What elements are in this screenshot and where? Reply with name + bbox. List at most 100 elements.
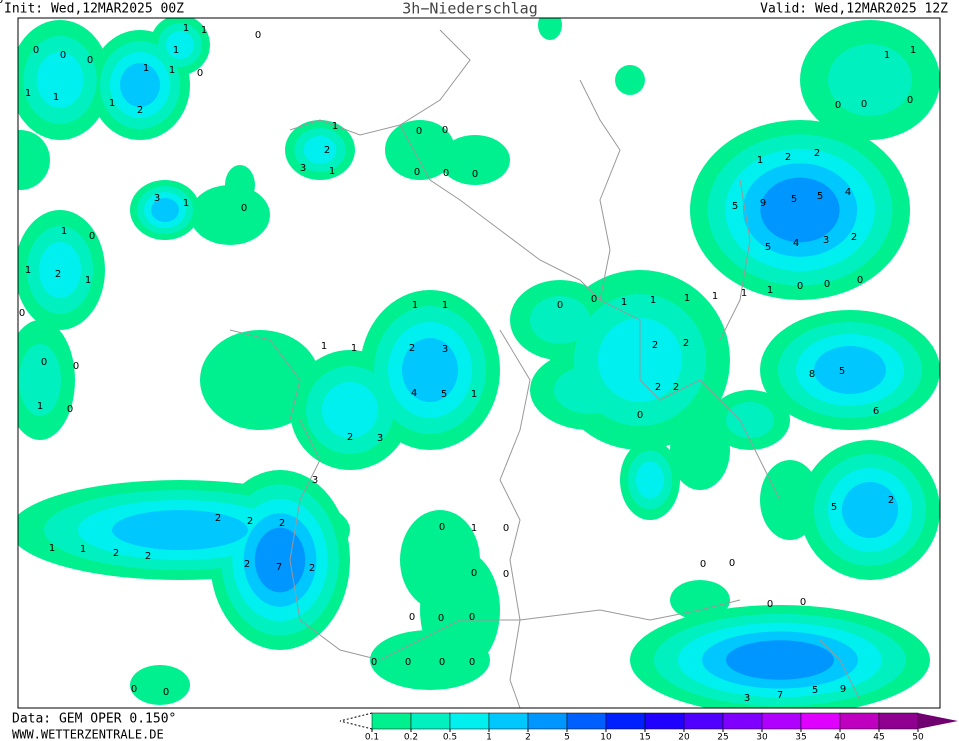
map-value: 0 — [439, 657, 445, 668]
precip-area — [726, 640, 834, 680]
map-value: 2 — [851, 232, 857, 243]
precip-area — [814, 346, 886, 394]
map-value: 2 — [55, 269, 61, 280]
map-value: 2 — [683, 338, 689, 349]
legend-swatch — [878, 712, 919, 730]
map-value: 0 — [442, 125, 448, 136]
data-source: Data: GEM OPER 0.150° — [12, 712, 176, 727]
legend-label: 35 — [795, 733, 806, 741]
precip-area — [200, 330, 320, 430]
legend-label: 25 — [717, 733, 728, 741]
map-value: 5 — [791, 194, 797, 205]
map-value: 1 — [351, 343, 357, 354]
precip-area — [402, 338, 458, 402]
map-value: 9 — [760, 198, 766, 209]
map-value: 0 — [637, 410, 643, 421]
precip-area — [760, 460, 820, 540]
map-value: 0 — [767, 599, 773, 610]
map-value: 3 — [442, 344, 448, 355]
map-value: 2 — [145, 551, 151, 562]
legend-swatch — [839, 712, 880, 730]
precip-area — [322, 382, 378, 438]
map-value: 0 — [469, 612, 475, 623]
init-time: Init: Wed,12MAR2025 00Z — [4, 2, 184, 17]
map-value: 0 — [255, 30, 261, 41]
map-value: 0 — [438, 613, 444, 624]
map-value: 2 — [785, 152, 791, 163]
map-value: 3 — [823, 235, 829, 246]
legend-swatch — [683, 712, 724, 730]
map-value: 0 — [471, 568, 477, 579]
map-value: 1 — [109, 98, 115, 109]
map-value: 2 — [888, 495, 894, 506]
precip-area — [166, 31, 194, 59]
site-url: WWW.WETTERZENTRALE.DE — [12, 728, 164, 741]
map-value: 2 — [347, 432, 353, 443]
map-value: 0 — [800, 597, 806, 608]
map-value: 0 — [371, 657, 377, 668]
map-value: 2 — [244, 559, 250, 570]
map-value: 0 — [0, 0, 3, 6]
map-value: 1 — [61, 226, 67, 237]
precip-area — [130, 665, 190, 705]
map-value: 1 — [49, 543, 55, 554]
precip-area — [225, 165, 255, 205]
precip-area — [670, 410, 730, 490]
map-value: 0 — [591, 294, 597, 305]
precip-area — [151, 198, 179, 222]
precip-area — [726, 402, 774, 438]
map-value: 2 — [247, 516, 253, 527]
legend-swatch — [527, 712, 568, 730]
precip-area — [254, 527, 306, 593]
legend-label: 0.5 — [443, 733, 457, 741]
map-value: 0 — [67, 404, 73, 415]
map-value: 0 — [439, 522, 445, 533]
map-value: 0 — [131, 684, 137, 695]
map-value: 1 — [80, 544, 86, 555]
precip-area — [538, 18, 562, 40]
map-value: 3 — [377, 433, 383, 444]
map-value: 9 — [840, 684, 846, 695]
map-value: 1 — [471, 389, 477, 400]
map-value: 1 — [684, 293, 690, 304]
map-value: 0 — [835, 100, 841, 111]
map-value: 0 — [797, 281, 803, 292]
legend-label: 10 — [600, 733, 612, 741]
map-title: 3h−Niederschlag — [402, 0, 537, 18]
map-value: 1 — [53, 92, 59, 103]
precip-area — [120, 63, 160, 107]
legend-swatch — [410, 712, 451, 730]
map-value: 0 — [241, 203, 247, 214]
map-value: 1 — [621, 297, 627, 308]
map-value: 0 — [416, 126, 422, 137]
map-value: 0 — [861, 99, 867, 110]
map-value: 7 — [276, 562, 282, 573]
map-value: 4 — [411, 388, 417, 399]
legend-swatch — [722, 712, 763, 730]
map-value: 0 — [503, 569, 509, 580]
legend-label: 5 — [564, 733, 570, 741]
map-value: 1 — [321, 341, 327, 352]
map-value: 0 — [414, 167, 420, 178]
legend-label: 30 — [756, 733, 768, 741]
map-value: 2 — [279, 518, 285, 529]
map-value: 1 — [85, 275, 91, 286]
map-value: 2 — [137, 105, 143, 116]
legend-swatch — [644, 712, 685, 730]
legend-label: 1 — [486, 733, 492, 741]
map-value: 4 — [793, 238, 799, 249]
borders — [229, 29, 861, 709]
map-value: 2 — [814, 148, 820, 159]
legend-swatch — [371, 712, 412, 730]
map-value: 2 — [673, 382, 679, 393]
legend-label: 2 — [525, 733, 531, 741]
map-value: 1 — [884, 50, 890, 61]
map-value: 1 — [201, 25, 207, 36]
legend-label: 40 — [834, 733, 846, 741]
map-value: 7 — [777, 690, 783, 701]
map-value: 0 — [163, 687, 169, 698]
legend-swatch — [761, 712, 802, 730]
map-value: 0 — [469, 657, 475, 668]
precip-area — [112, 510, 248, 550]
